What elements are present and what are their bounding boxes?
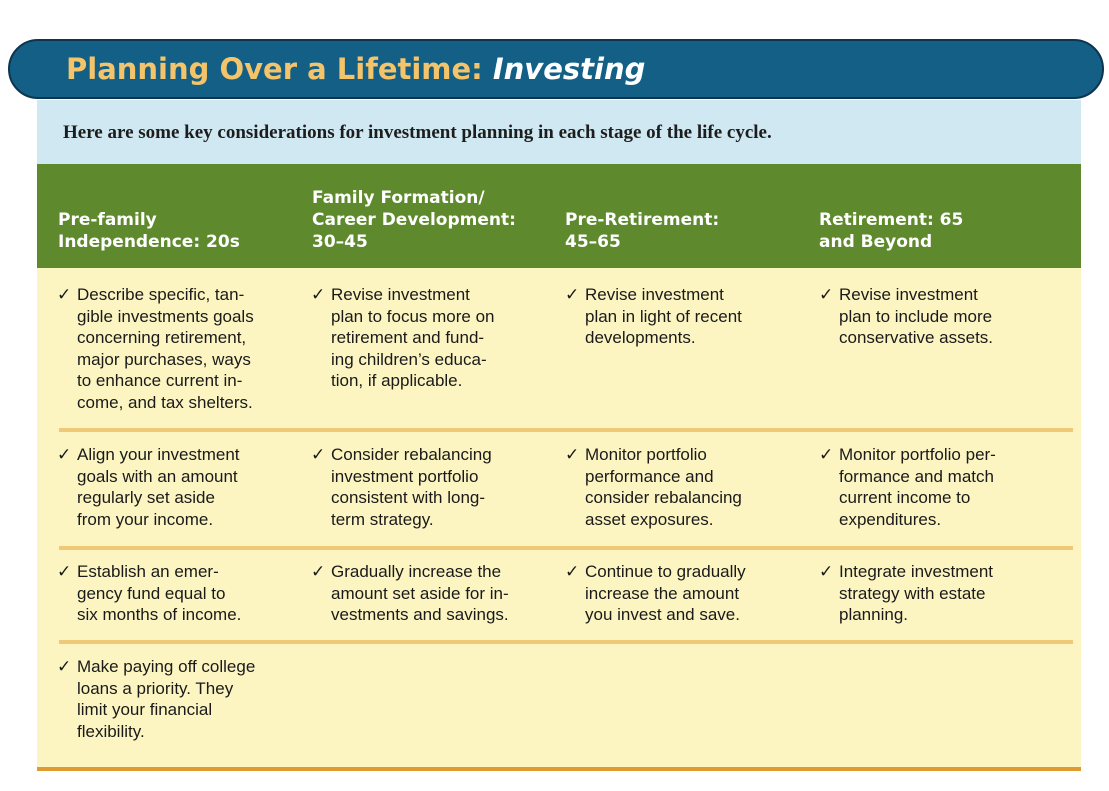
checkmark-icon: ✓ <box>311 445 326 464</box>
cell-line: from your income. <box>77 509 214 529</box>
checkmark-icon: ✓ <box>57 445 72 464</box>
cell-line: loans a priority. They <box>77 678 234 698</box>
title-main: Planning Over a Lifetime: <box>66 52 493 86</box>
table-cell: ✓ Align your investment goals with an am… <box>57 444 297 530</box>
row-divider <box>59 546 1073 550</box>
cell-line: performance and <box>585 466 714 486</box>
column-header-line: Independence: 20s <box>58 232 240 252</box>
cell-line: ing children’s educa- <box>331 349 487 369</box>
cell-line: gible investments goals <box>77 306 254 326</box>
cell-line: concerning retirement, <box>77 328 247 347</box>
table-cell: ✓ Describe specific, tan- gible investme… <box>57 284 297 413</box>
cell-line: Revise investment <box>839 285 978 304</box>
cell-line: consistent with long- <box>331 488 486 507</box>
table-cell: ✓ Revise investment plan to include more… <box>819 284 1059 349</box>
checkmark-icon: ✓ <box>565 562 580 581</box>
cell-line: flexibility. <box>77 721 145 741</box>
cell-line: tion, if applicable. <box>331 371 463 390</box>
cell-line: to enhance current in- <box>77 371 243 390</box>
table-cell: ✓ Make paying off college loans a priori… <box>57 656 297 742</box>
checkmark-icon: ✓ <box>819 445 834 464</box>
table-cell: ✓ Integrate investment strategy with est… <box>819 561 1059 626</box>
cell-line: limit your financial <box>77 700 213 719</box>
checkmark-icon: ✓ <box>57 657 72 676</box>
cell-line: investment portfolio <box>331 466 479 486</box>
cell-line: vestments and savings. <box>331 605 509 624</box>
cell-line: strategy with estate <box>839 583 986 603</box>
cell-line: increase the amount <box>585 583 740 603</box>
column-header-line: and Beyond <box>819 232 933 252</box>
table-body: ✓ Describe specific, tan- gible investme… <box>37 268 1081 768</box>
cell-line: conservative assets. <box>839 328 994 347</box>
cell-line: you invest and save. <box>585 605 740 624</box>
cell-line: asset exposures. <box>585 509 714 529</box>
checkmark-icon: ✓ <box>57 562 72 581</box>
cell-line: developments. <box>585 328 696 347</box>
column-header-line: Pre-family <box>58 210 157 230</box>
column-header-line: 30–45 <box>312 232 368 252</box>
checkmark-icon: ✓ <box>819 562 834 581</box>
column-header-pre-retirement: Pre-Retirement: 45–65 <box>565 209 805 253</box>
cell-line: plan to include more <box>839 306 993 326</box>
row-divider <box>59 640 1073 644</box>
column-header-line: 45–65 <box>565 232 621 252</box>
cell-line: Revise investment <box>585 285 724 304</box>
table-cell: ✓ Consider rebalancing investment portfo… <box>311 444 551 530</box>
cell-line: retirement and fund- <box>331 328 485 347</box>
checkmark-icon: ✓ <box>565 285 580 304</box>
checkmark-icon: ✓ <box>57 285 72 304</box>
checkmark-icon: ✓ <box>311 562 326 581</box>
cell-line: amount set aside for in- <box>331 583 509 603</box>
column-header-line: Family Formation/ <box>312 188 485 208</box>
bottom-rule <box>37 767 1081 771</box>
cell-line: goals with an amount <box>77 466 238 486</box>
cell-line: plan to focus more on <box>331 306 495 326</box>
cell-line: major purchases, ways <box>77 349 251 369</box>
table-cell: ✓ Revise investment plan to focus more o… <box>311 284 551 392</box>
cell-line: six months of income. <box>77 605 242 624</box>
cell-line: term strategy. <box>331 509 434 529</box>
cell-line: planning. <box>839 605 909 624</box>
cell-line: Monitor portfolio per- <box>839 445 996 464</box>
column-header-line: Retirement: 65 <box>819 210 964 230</box>
cell-line: Make paying off college <box>77 657 256 676</box>
table-cell: ✓ Monitor portfolio per- formance and ma… <box>819 444 1059 530</box>
cell-line: Establish an emer- <box>77 562 219 581</box>
page-title: Planning Over a Lifetime: Investing <box>66 51 645 87</box>
cell-line: Continue to gradually <box>585 562 746 581</box>
table-cell: ✓ Establish an emer- gency fund equal to… <box>57 561 297 626</box>
checkmark-icon: ✓ <box>311 285 326 304</box>
table-cell: ✓ Gradually increase the amount set asid… <box>311 561 551 626</box>
table-cell: ✓ Continue to gradually increase the amo… <box>565 561 805 626</box>
cell-line: Integrate investment <box>839 562 994 581</box>
row-divider <box>59 428 1073 432</box>
checkmark-icon: ✓ <box>565 445 580 464</box>
cell-line: come, and tax shelters. <box>77 392 253 412</box>
cell-line: Describe specific, tan- <box>77 285 245 304</box>
title-banner: Planning Over a Lifetime: Investing <box>8 39 1104 99</box>
table-header: Pre-family Independence: 20s Family Form… <box>37 164 1081 268</box>
cell-line: gency fund equal to <box>77 583 226 603</box>
table-cell: ✓ Monitor portfolio performance and cons… <box>565 444 805 530</box>
column-header-retirement: Retirement: 65 and Beyond <box>819 209 1059 253</box>
cell-line: expenditures. <box>839 509 942 529</box>
column-header-family-formation: Family Formation/ Career Development: 30… <box>312 187 552 253</box>
column-header-line: Pre-Retirement: <box>565 210 720 230</box>
checkmark-icon: ✓ <box>819 285 834 304</box>
cell-line: regularly set aside <box>77 488 215 507</box>
column-header-pre-family: Pre-family Independence: 20s <box>58 209 298 253</box>
cell-line: formance and match <box>839 466 994 486</box>
cell-line: Gradually increase the <box>331 562 502 581</box>
column-header-line: Career Development: <box>312 210 516 230</box>
title-emphasis: Investing <box>492 52 646 86</box>
cell-line: Consider rebalancing <box>331 445 492 464</box>
cell-line: plan in light of recent <box>585 306 742 326</box>
table-cell: ✓ Revise investment plan in light of rec… <box>565 284 805 349</box>
cell-line: Revise investment <box>331 285 470 304</box>
cell-line: consider rebalancing <box>585 488 742 507</box>
cell-line: current income to <box>839 488 971 507</box>
cell-line: Monitor portfolio <box>585 445 707 464</box>
intro-text: Here are some key considerations for inv… <box>37 100 1081 164</box>
cell-line: Align your investment <box>77 445 240 464</box>
